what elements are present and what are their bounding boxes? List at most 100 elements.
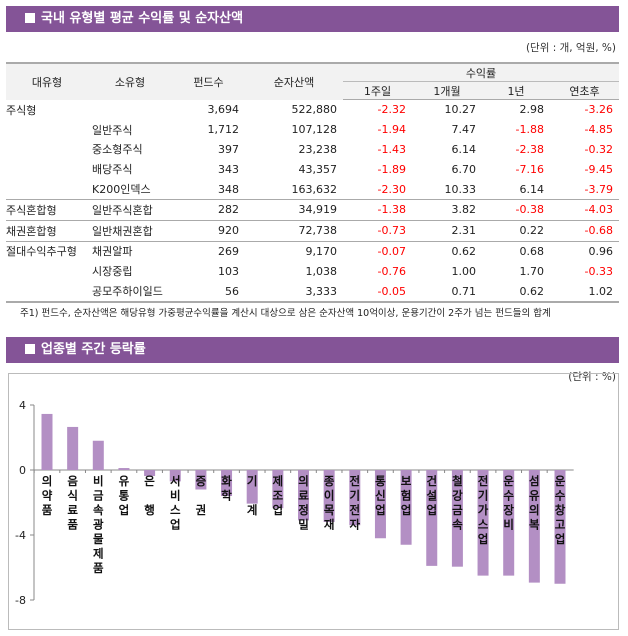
- cell-y1: 2.98: [519, 103, 545, 117]
- cell-y1: 0.68: [482, 240, 550, 262]
- cell-m1: 10.27: [444, 103, 477, 117]
- section-title: 업종별 주간 등락률: [41, 342, 146, 357]
- cell-minor: 일반채권혼합: [88, 219, 172, 242]
- cell-assets: 23,238: [298, 142, 338, 156]
- cell-ytd: -0.32: [584, 142, 613, 156]
- bar: [554, 470, 566, 584]
- table-row: 배당주식 343 43,357 -1.89 6.70 -7.16 -9.45: [6, 159, 619, 179]
- cell-funds: 397: [218, 142, 239, 156]
- cell-minor: 채권알파: [88, 240, 172, 262]
- sector-bar-chart: 4 0 -4 -8 의 약 품 음 식 료 품 비 금 속 광 물 제 품 유 통 업 은 행 서 비 스 업 증 권 화 학 기 계 제 조…: [15, 399, 574, 607]
- cell-assets: 9,170: [245, 240, 343, 262]
- col-header-funds: 펀드수: [172, 62, 245, 100]
- cell-y1: 0.62: [482, 281, 550, 303]
- y-tick-label: -8: [15, 594, 26, 607]
- col-header-minor: 소유형: [88, 62, 172, 100]
- cell-funds: 348: [218, 182, 239, 196]
- unit-label: (단위 : 개, 억원, %): [525, 42, 616, 54]
- category-label: 은 행: [144, 474, 155, 517]
- bar: [67, 426, 79, 470]
- cell-major: 주식형: [6, 103, 37, 117]
- bar: [528, 470, 540, 583]
- cell-major: [6, 120, 88, 140]
- table-row: 절대수익추구형 채권알파 269 9,170 -0.07 0.62 0.68 0.96: [6, 240, 619, 262]
- bar: [349, 470, 361, 526]
- cell-y1: 1.70: [519, 264, 545, 278]
- cell-major: [6, 140, 88, 160]
- section-header-sector-returns: 업종별 주간 등락률: [6, 337, 619, 363]
- cell-ytd: -0.68: [550, 219, 619, 242]
- cell-assets: 522,880: [291, 103, 338, 117]
- cell-y1: -2.38: [515, 142, 544, 156]
- cell-w1: -0.05: [343, 281, 412, 303]
- cell-w1: -1.43: [377, 142, 406, 156]
- cell-m1: 6.14: [451, 142, 477, 156]
- cell-ytd: -9.45: [584, 162, 613, 176]
- cell-ytd: -4.03: [550, 198, 619, 221]
- cell-funds: 282: [172, 198, 245, 221]
- table-row: 주식혼합형 일반주식혼합 282 34,919 -1.38 3.82 -0.38 -4.03: [6, 198, 619, 221]
- table-row: 채권혼합형 일반채권혼합 920 72,738 -0.73 2.31 0.22 -0.68: [6, 219, 619, 242]
- col-header-assets: 순자산액: [245, 62, 343, 100]
- section-title: 국내 유형별 평균 수익률 및 순자산액: [41, 11, 244, 26]
- cell-funds: 269: [172, 240, 245, 262]
- bar: [144, 470, 156, 477]
- cell-y1: -0.38: [482, 198, 550, 221]
- bar: [169, 470, 181, 482]
- bar: [118, 468, 130, 470]
- bar: [400, 470, 412, 545]
- table-row: K200인덱스 348 163,632 -2.30 10.33 6.14 -3.79: [6, 179, 619, 199]
- table-row: 시장중립 103 1,038 -0.76 1.00 1.70 -0.33: [6, 261, 619, 281]
- cell-minor: K200인덱스: [92, 183, 151, 197]
- cell-m1: 7.47: [451, 123, 477, 137]
- category-label: 증 권: [196, 474, 207, 517]
- cell-funds: 920: [172, 219, 245, 242]
- cell-funds: 3,694: [207, 103, 240, 117]
- cell-w1: -0.07: [343, 240, 412, 262]
- cell-w1: -2.32: [377, 103, 406, 117]
- bar: [41, 413, 53, 470]
- cell-ytd: -3.79: [584, 182, 613, 196]
- cell-funds: 56: [172, 281, 245, 303]
- cell-ytd: -0.33: [584, 264, 613, 278]
- cell-minor: 시장중립: [92, 265, 133, 279]
- bar: [92, 440, 104, 470]
- category-label: 기 계: [247, 474, 258, 517]
- cell-major: [6, 179, 88, 199]
- cell-m1: 10.33: [444, 182, 477, 196]
- unit-label: (단위 : %): [568, 371, 616, 383]
- y-tick-label: -4: [15, 529, 26, 542]
- cell-assets: 107,128: [291, 123, 338, 137]
- table-row: 중소형주식 397 23,238 -1.43 6.14 -2.38 -0.32: [6, 140, 619, 160]
- cell-m1: 6.70: [451, 162, 477, 176]
- cell-ytd: -3.26: [584, 103, 613, 117]
- cell-major: 주식혼합형: [6, 198, 88, 221]
- bar: [272, 470, 284, 509]
- col-header-major: 대유형: [6, 62, 88, 100]
- cell-ytd: -4.85: [584, 123, 613, 137]
- cell-major: [6, 261, 88, 281]
- col-header-1w: 1주일: [343, 81, 412, 100]
- bar: [221, 470, 233, 496]
- cell-ytd: 0.96: [550, 240, 619, 262]
- cell-y1: 0.22: [482, 219, 550, 242]
- cell-assets: 72,738: [245, 219, 343, 242]
- cell-assets: 34,919: [245, 198, 343, 221]
- cell-m1: 2.31: [412, 219, 482, 242]
- cell-minor: 배당주식: [92, 163, 133, 177]
- cell-major: [6, 159, 88, 179]
- bar: [323, 470, 335, 522]
- cell-minor: 공모주하이일드: [88, 281, 172, 303]
- cell-assets: 43,357: [298, 162, 338, 176]
- cell-m1: 0.71: [412, 281, 482, 303]
